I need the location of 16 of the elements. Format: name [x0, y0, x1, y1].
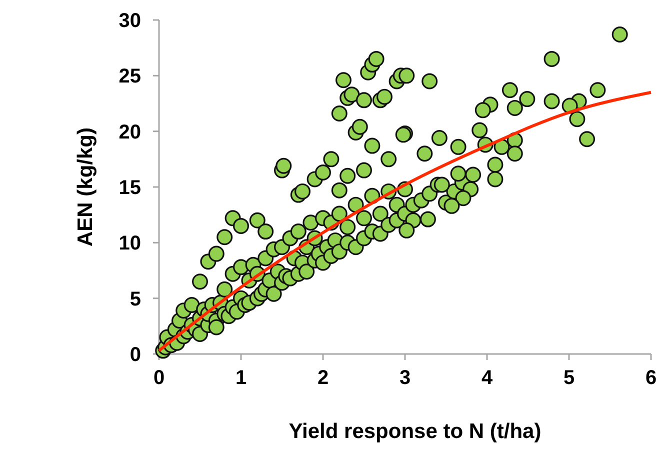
- y-tick-label: 20: [118, 121, 141, 144]
- x-axis-title: Yield response to N (t/ha): [288, 420, 542, 443]
- x-tick-label: 1: [235, 367, 247, 389]
- y-tick-label: 30: [118, 10, 141, 32]
- y-tick-label: 10: [118, 232, 141, 255]
- y-axis-title: AEN (kg/kg): [74, 127, 97, 247]
- y-tick-label: 0: [130, 344, 141, 366]
- x-tick-label: 5: [563, 367, 575, 389]
- x-tick-label: 6: [645, 367, 657, 389]
- y-tick-label: 5: [130, 288, 141, 310]
- x-tick-label: 0: [153, 367, 165, 389]
- y-tick-label: 15: [118, 177, 141, 199]
- y-tick-label: 25: [118, 66, 141, 88]
- x-tick-label: 2: [317, 367, 329, 389]
- x-tick-label: 3: [399, 367, 411, 389]
- x-tick-label: 4: [481, 367, 494, 389]
